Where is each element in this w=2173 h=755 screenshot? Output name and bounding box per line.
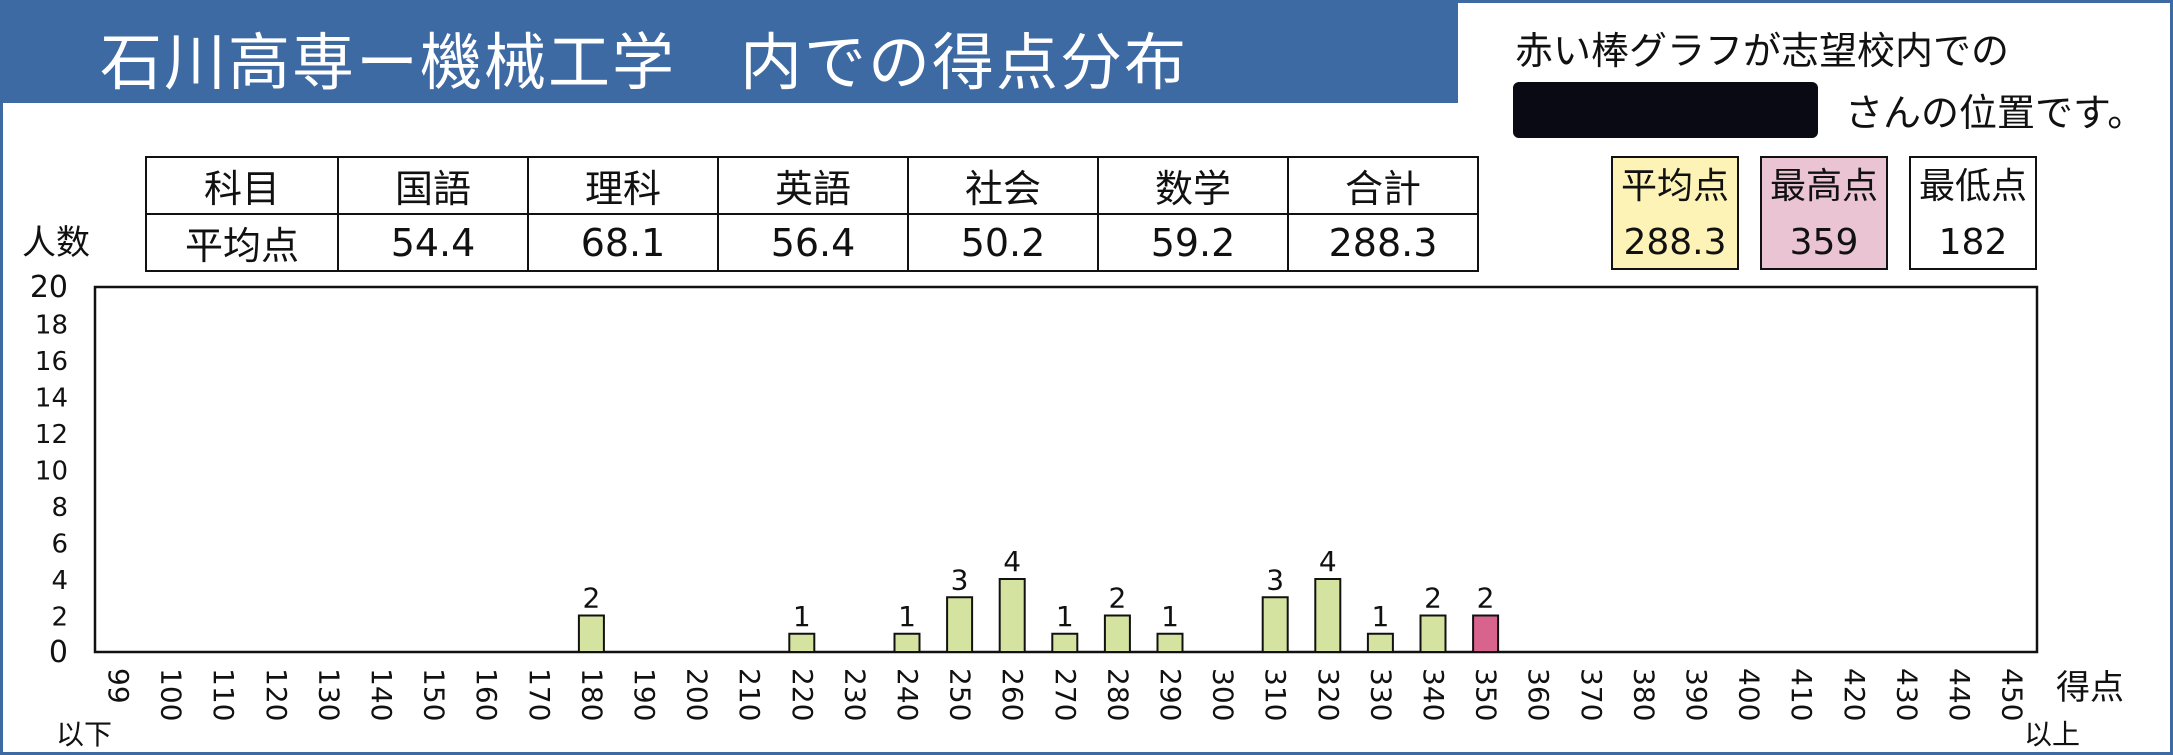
y-tick-label: 20	[30, 270, 68, 305]
bar	[789, 634, 814, 652]
data-label: 2	[1424, 582, 1442, 615]
y-tick-label: 8	[51, 493, 68, 523]
bar	[895, 634, 920, 652]
data-label: 1	[1056, 600, 1074, 633]
x-tick-label: 430	[1890, 668, 1923, 721]
x-tick-label: 200	[681, 668, 714, 721]
y-tick-label: 14	[35, 384, 68, 414]
y-tick-label: 6	[51, 530, 68, 560]
data-label: 3	[951, 563, 969, 596]
x-tick-label: 170	[523, 668, 556, 721]
x-tick-label: 400	[1733, 668, 1766, 721]
y-tick-label: 12	[35, 420, 68, 450]
data-label: 1	[1161, 600, 1179, 633]
x-tick-label: 99	[102, 668, 135, 704]
x-tick-label: 260	[996, 668, 1029, 721]
bar	[1000, 579, 1025, 652]
x-tick-label: 140	[365, 668, 398, 721]
x-tick-label: 280	[1101, 668, 1134, 721]
data-label: 1	[1371, 600, 1389, 633]
highlight-bar	[1473, 616, 1498, 653]
bar	[1315, 579, 1340, 652]
x-tick-label: 270	[1049, 668, 1082, 721]
data-label: 3	[1266, 563, 1284, 596]
data-label: 1	[898, 600, 916, 633]
x-tick-label: 210	[733, 668, 766, 721]
bar	[1052, 634, 1077, 652]
y-tick-label: 0	[49, 635, 68, 670]
x-tick-label: 240	[891, 668, 924, 721]
x-tick-label: 150	[418, 668, 451, 721]
x-tick-label: 190	[628, 668, 661, 721]
x-tick-label: 440	[1943, 668, 1976, 721]
x-tick-label: 330	[1364, 668, 1397, 721]
data-label: 4	[1003, 545, 1021, 578]
data-label: 2	[1477, 582, 1495, 615]
x-tick-label: 290	[1154, 668, 1187, 721]
x-tick-label: 300	[1207, 668, 1240, 721]
data-label: 1	[793, 600, 811, 633]
x-tick-label: 420	[1838, 668, 1871, 721]
bar	[1105, 616, 1130, 653]
x-tick-label: 100	[155, 668, 188, 721]
y-tick-label: 18	[35, 311, 68, 341]
x-tick-label: 410	[1785, 668, 1818, 721]
y-tick-label: 10	[35, 457, 68, 487]
x-tick-label: 230	[838, 668, 871, 721]
x-tick-label: 180	[575, 668, 608, 721]
x-tick-label: 380	[1627, 668, 1660, 721]
plot-area-frame	[95, 287, 2037, 652]
y-tick-label: 16	[35, 347, 68, 377]
bar	[1421, 616, 1446, 653]
bar	[1263, 597, 1288, 652]
x-tick-label: 450	[1996, 668, 2029, 721]
bar	[1158, 634, 1183, 652]
bar	[579, 616, 604, 653]
x-tick-label: 370	[1575, 668, 1608, 721]
x-tick-label: 320	[1312, 668, 1345, 721]
x-tick-label: 310	[1259, 668, 1292, 721]
x-tick-label: 340	[1417, 668, 1450, 721]
x-tick-label: 250	[944, 668, 977, 721]
x-tick-label: 160	[470, 668, 503, 721]
x-tick-label: 130	[312, 668, 345, 721]
bar	[947, 597, 972, 652]
x-tick-label: 220	[786, 668, 819, 721]
x-tick-label: 120	[260, 668, 293, 721]
x-tick-label: 360	[1522, 668, 1555, 721]
x-tick-label: 350	[1470, 668, 1503, 721]
y-tick-label: 4	[51, 566, 68, 596]
data-label: 2	[1108, 582, 1126, 615]
x-tick-label: 110	[207, 668, 240, 721]
data-label: 4	[1319, 545, 1337, 578]
x-tick-label: 390	[1680, 668, 1713, 721]
bar	[1368, 634, 1393, 652]
data-label: 2	[582, 582, 600, 615]
y-tick-label: 2	[51, 603, 68, 633]
